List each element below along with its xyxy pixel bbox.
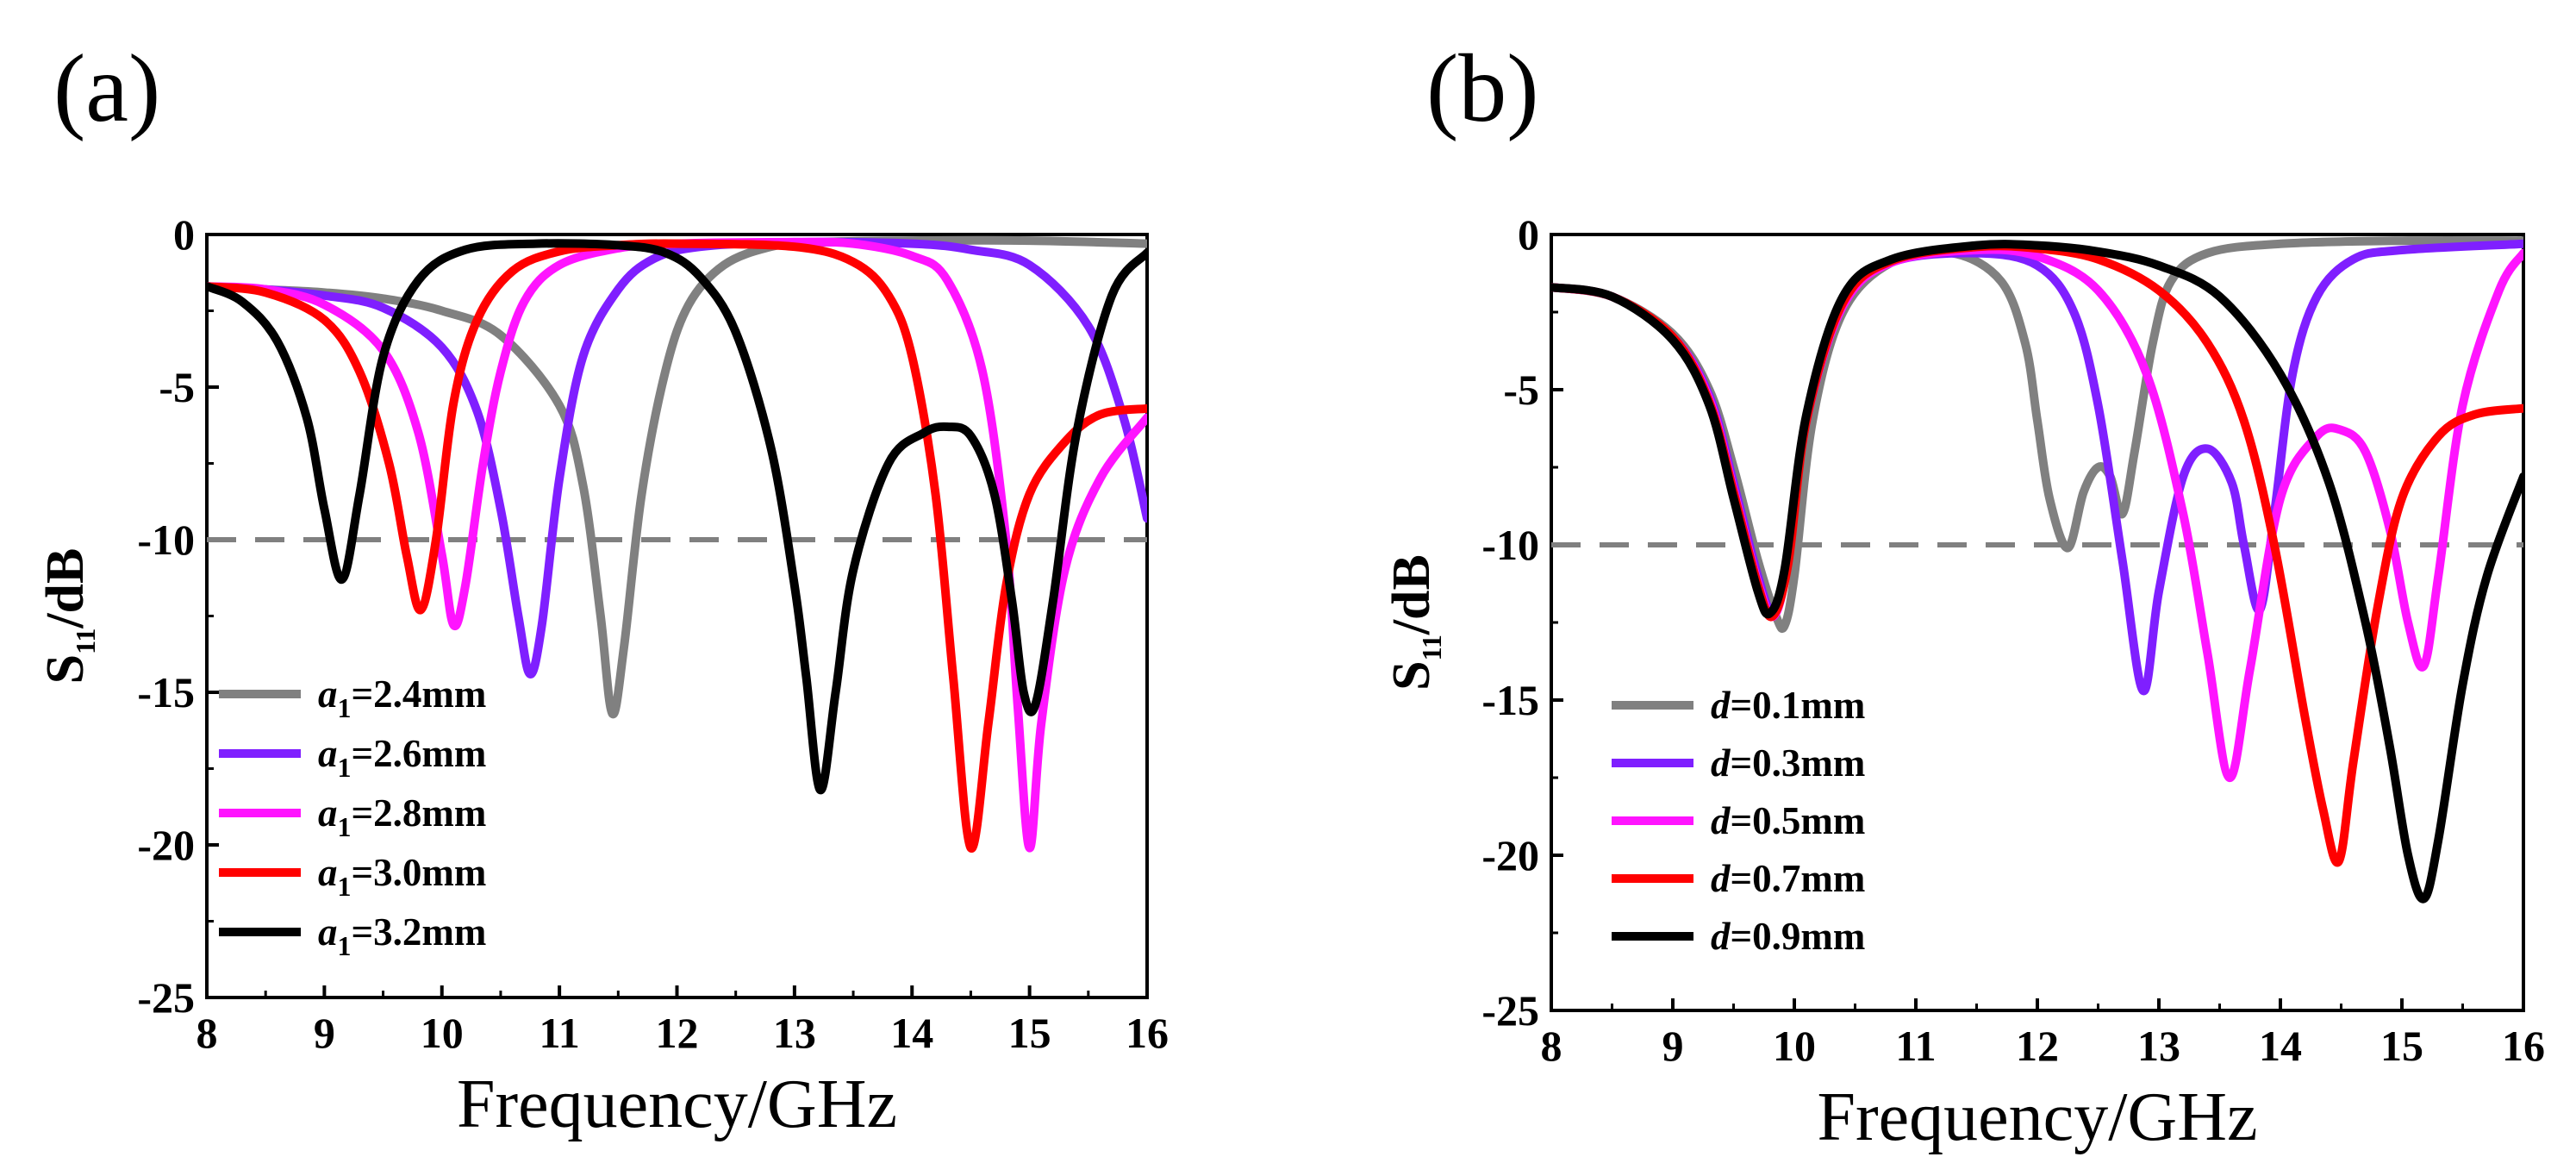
- x-tick-label: 14: [2259, 1022, 2302, 1070]
- x-tick-label: 14: [890, 1009, 933, 1057]
- y-tick-label: -5: [1503, 366, 1539, 414]
- legend-label: a1=3.0mm: [318, 851, 486, 902]
- x-tick-label: 9: [1662, 1022, 1684, 1070]
- y-tick-label: -25: [137, 973, 195, 1022]
- y-tick-label: -15: [1481, 676, 1539, 724]
- x-tick-label: 13: [773, 1009, 816, 1057]
- legend: a1=2.4mm a1=2.6mm a1=2.8mm a1=3.0mm a1=3.2mm: [219, 672, 486, 961]
- x-axis-title: Frequency/GHz: [1818, 1079, 2258, 1155]
- y-tick-label: -10: [137, 516, 195, 564]
- legend-label: d=0.1mm: [1711, 684, 1865, 727]
- chart-panel-b: (b) 8 9 10 11 12 13 14 15 16 0 -5 -10 -15 -20 -25 Freque…: [1382, 35, 2545, 1155]
- legend: d=0.1mm d=0.3mm d=0.5mm d=0.7mm d=0.9mm: [1612, 684, 1865, 958]
- series-line-d=0.7mm: [1551, 241, 2523, 867]
- x-tick-label: 15: [1008, 1009, 1051, 1057]
- x-tick-label: 10: [1773, 1022, 1816, 1070]
- series-line-a1=2.6mm: [207, 237, 1147, 679]
- x-tick-label: 9: [314, 1009, 335, 1057]
- x-tick-label: 16: [1126, 1009, 1169, 1057]
- x-tick-label: 8: [196, 1009, 218, 1057]
- chart-panel-a: (a) 8 9 10 11 12 13 14 15 16 0 -5 -10 -15 -20 -25 Freque…: [36, 35, 1169, 1142]
- legend-label: a1=3.2mm: [318, 910, 486, 961]
- y-tick-label: -25: [1481, 986, 1539, 1035]
- x-tick-label: 15: [2380, 1022, 2423, 1070]
- series-line-a1=3.0mm: [207, 239, 1147, 853]
- series-group: [1551, 235, 2523, 904]
- y-tick-label: 0: [1518, 210, 1539, 259]
- y-axis-title: S11/dB: [1382, 554, 1447, 691]
- y-tick-label: 0: [173, 210, 195, 259]
- x-tick-label: 12: [656, 1009, 699, 1057]
- legend-label: d=0.9mm: [1711, 915, 1865, 958]
- series-line-a1=3.2mm: [207, 239, 1147, 795]
- x-tick-label: 10: [421, 1009, 464, 1057]
- y-tick-label: -10: [1481, 521, 1539, 569]
- x-tick-label: 11: [1895, 1022, 1936, 1070]
- x-tick-label: 12: [2016, 1022, 2059, 1070]
- legend-label: d=0.5mm: [1711, 799, 1865, 842]
- y-axis-title: S11/dB: [36, 548, 101, 685]
- panel-label: (b): [1426, 35, 1539, 142]
- legend-label: a1=2.4mm: [318, 672, 486, 723]
- y-tick-label: -20: [137, 821, 195, 869]
- x-tick-label: 11: [540, 1009, 580, 1057]
- y-tick-label: -20: [1481, 831, 1539, 879]
- x-tick-label: 8: [1541, 1022, 1562, 1070]
- series-line-d=0.9mm: [1551, 240, 2523, 904]
- series-line-a1=2.4mm: [207, 235, 1147, 719]
- panel-label: (a): [53, 35, 160, 142]
- series-line-d=0.1mm: [1551, 235, 2523, 633]
- legend-label: d=0.7mm: [1711, 857, 1865, 900]
- y-tick-label: -15: [137, 668, 195, 716]
- x-tick-label: 13: [2137, 1022, 2180, 1070]
- y-tick-label: -5: [159, 363, 195, 411]
- legend-label: a1=2.6mm: [318, 732, 486, 783]
- series-group: [207, 235, 1147, 853]
- x-tick-label: 16: [2502, 1022, 2545, 1070]
- x-axis-title: Frequency/GHz: [457, 1066, 897, 1142]
- legend-label: d=0.3mm: [1711, 741, 1865, 785]
- legend-label: a1=2.8mm: [318, 791, 486, 842]
